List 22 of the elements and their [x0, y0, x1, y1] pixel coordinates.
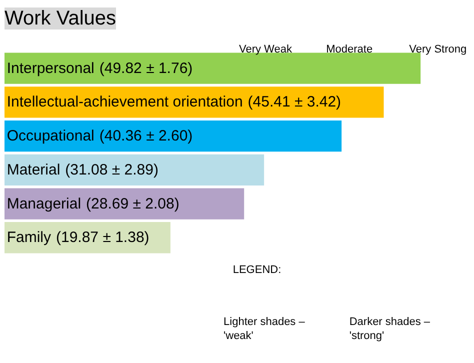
y-tick-label: Family [6, 229, 52, 246]
data-label: (31.08 ± 2.89) [65, 161, 158, 178]
data-label: (40.36 ± 2.60) [99, 128, 193, 145]
data-label: (49.82 ± 1.76) [99, 60, 193, 77]
data-label: (19.87 ± 1.38) [56, 229, 150, 246]
y-tick-label: Material [6, 161, 60, 178]
annotation: Moderate [326, 44, 373, 56]
text: LEGEND: [232, 264, 282, 276]
data-label: (28.69 ± 2.08) [86, 195, 180, 212]
text: Darker shades – 'strong' [349, 316, 431, 342]
y-tick-label: Interpersonal [6, 60, 94, 77]
y-tick-label: Intellectual-achievement orientation [6, 94, 243, 111]
chart-title: Work Values [4, 8, 116, 30]
annotation: Very Weak [238, 44, 292, 56]
bar [4, 188, 244, 220]
bar [4, 154, 264, 186]
y-tick-label: Managerial [6, 195, 82, 212]
y-tick-label: Occupational [6, 128, 94, 145]
data-label: (45.41 ± 3.42) [248, 94, 342, 111]
annotation: Very Strong [409, 44, 467, 56]
text: Lighter shades – 'weak' [224, 316, 306, 342]
bar [4, 120, 342, 152]
